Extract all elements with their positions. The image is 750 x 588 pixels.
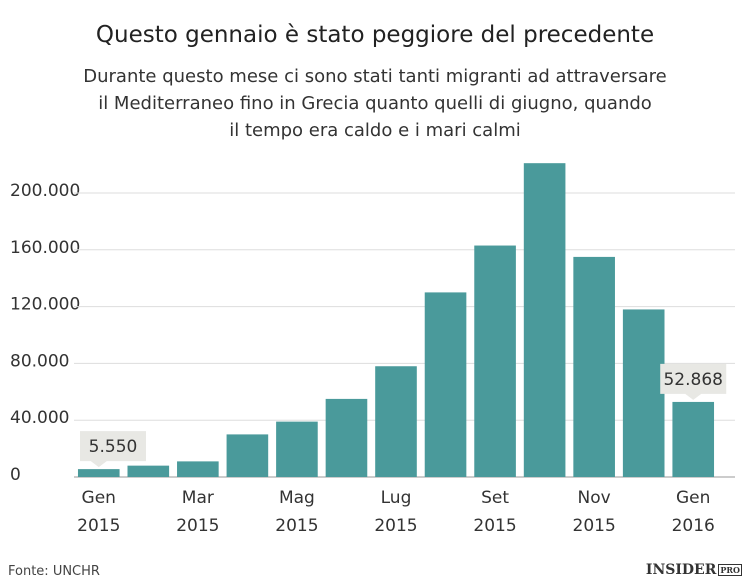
bar bbox=[523, 163, 566, 477]
bar bbox=[573, 256, 615, 477]
x-tick-label: Gen 2016 bbox=[671, 488, 715, 536]
callout bbox=[660, 363, 727, 400]
bar bbox=[424, 292, 467, 477]
bar bbox=[672, 401, 715, 477]
bar bbox=[622, 309, 665, 477]
x-tick-label: Mar 2015 bbox=[176, 488, 220, 536]
y-tick-label: 160.000 bbox=[10, 238, 80, 258]
brand-badge: PRO bbox=[718, 564, 742, 576]
y-tick-label: 40.000 bbox=[10, 408, 69, 428]
source: Fonte: UNCHR bbox=[8, 564, 100, 579]
brand-name: INSIDER bbox=[645, 562, 717, 578]
y-tick-label: 0 bbox=[10, 465, 21, 485]
value-label: 5.550 bbox=[89, 437, 138, 457]
bar bbox=[77, 469, 120, 477]
x-tick-label: Gen 2015 bbox=[77, 488, 121, 536]
x-tick-label: Lug 2015 bbox=[374, 488, 418, 536]
bar bbox=[226, 434, 269, 477]
bar bbox=[325, 398, 368, 477]
chart-title: Questo gennaio è stato peggiore del prec… bbox=[95, 22, 655, 48]
x-tick-label: Set 2015 bbox=[473, 488, 517, 536]
x-tick-label: Mag 2015 bbox=[275, 488, 319, 536]
x-tick-label: Nov 2015 bbox=[572, 488, 616, 536]
bar bbox=[375, 366, 417, 477]
brand: INSIDER PRO bbox=[646, 562, 742, 578]
chart-subtitle: Durante questo mese ci sono stati tanti … bbox=[83, 66, 667, 141]
bar bbox=[127, 465, 170, 477]
y-tick-label: 200.000 bbox=[10, 181, 80, 201]
y-tick-label: 80.000 bbox=[10, 351, 69, 371]
callout bbox=[80, 431, 146, 468]
value-label: 52.868 bbox=[663, 370, 722, 390]
bar bbox=[177, 461, 219, 477]
bar bbox=[474, 245, 516, 477]
y-tick-label: 120.000 bbox=[10, 295, 80, 315]
bar bbox=[276, 421, 318, 477]
